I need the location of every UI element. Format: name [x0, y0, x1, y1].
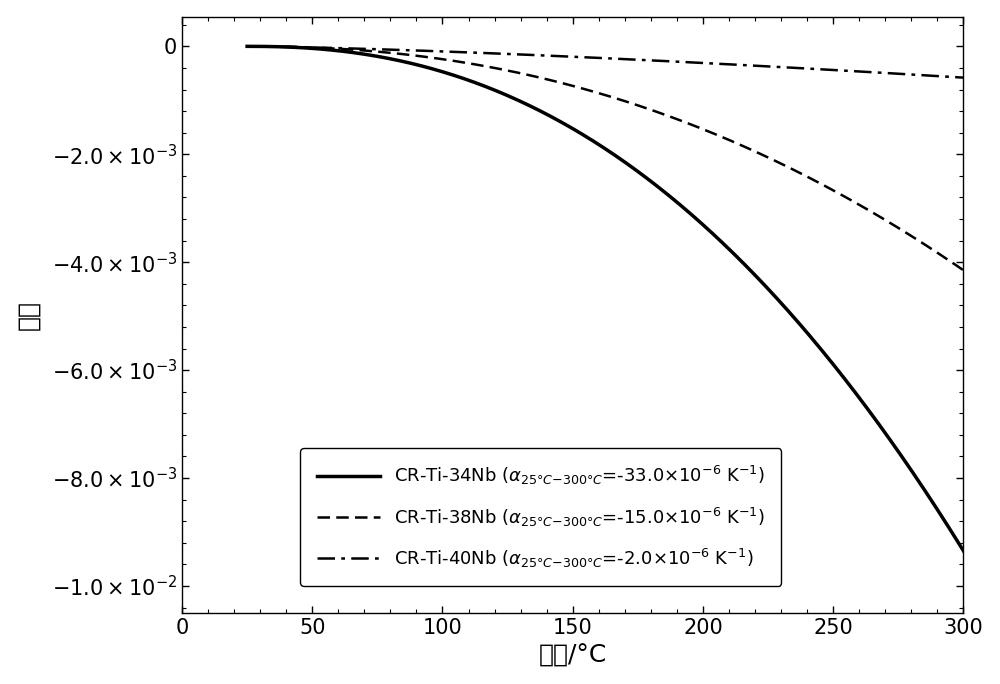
X-axis label: 温度/°C: 温度/°C	[539, 644, 607, 668]
Legend: CR-Ti-34Nb ($\alpha_{25°C\mathrm{-}300°C}$=-33.0$\times$10$^{-6}$ K$^{-1}$), CR-: CR-Ti-34Nb ($\alpha_{25°C\mathrm{-}300°C…	[300, 448, 781, 586]
Y-axis label: 应变: 应变	[17, 300, 41, 330]
